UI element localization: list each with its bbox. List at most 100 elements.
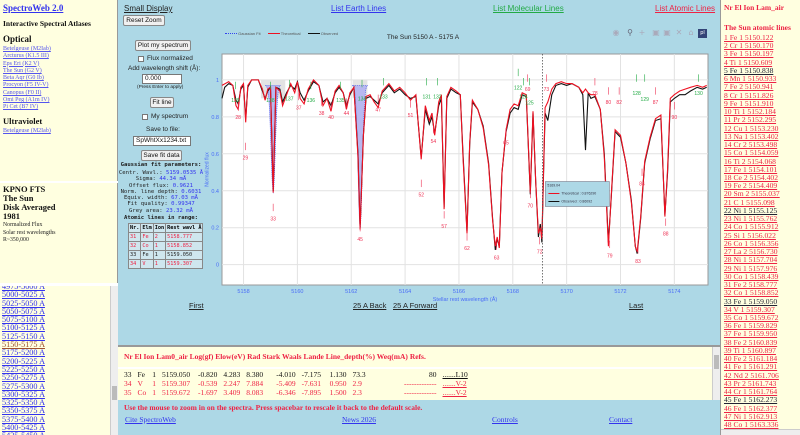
- range-link[interactable]: 5075-5100 A: [2, 315, 45, 325]
- scrollbar-thumb[interactable]: [112, 386, 117, 400]
- table-row[interactable]: 33 Fe 1 5159.050: [127, 250, 204, 260]
- atomic-line-link[interactable]: 37 Fe 1 5159.950: [724, 329, 778, 339]
- atomic-line-link[interactable]: 8 Cr 1 5151.826: [724, 90, 774, 100]
- range-link[interactable]: 5100-5125 A: [2, 323, 45, 333]
- my-spectrum-checkbox[interactable]: [142, 114, 148, 120]
- molecular-line-label[interactable]: 128: [632, 91, 641, 97]
- molecular-line-label[interactable]: 134: [358, 96, 367, 102]
- table-row[interactable]: 33 Fe 1 5159.050 -0.820 4.283 8.380 -4.010 -7.17…: [124, 370, 483, 379]
- atomic-line-label[interactable]: 84: [639, 181, 645, 187]
- reset-zoom-button[interactable]: Reset Zoom: [123, 15, 165, 26]
- atomic-line-link[interactable]: 43 Pr 2 5161.743: [724, 378, 777, 388]
- atomic-line-link[interactable]: 20 Sm 2 5155.037: [724, 189, 780, 199]
- atlas-link[interactable]: Beta Aqr (G0 Ib): [3, 75, 44, 82]
- list-molecular-lines-link[interactable]: List Molecular Lines: [493, 4, 564, 13]
- legend-theoretical[interactable]: Theoretical: [280, 31, 301, 36]
- atomic-line-link[interactable]: 33 Fe 1 5159.050: [724, 296, 778, 306]
- molecular-line-label[interactable]: 124: [519, 95, 528, 101]
- atomic-line-link[interactable]: 14 Cr 2 5153.498: [724, 140, 778, 150]
- atomic-line-link[interactable]: 39 Ti 1 5160.897: [724, 345, 776, 355]
- atomic-line-link[interactable]: 32 Co 1 5158.852: [724, 288, 779, 298]
- atomic-line-link[interactable]: 3 Fe 1 5150.197: [724, 49, 774, 59]
- spectrum-chart[interactable]: 5158 5160 5162 5164 5166 5168 5170 5172 517400.2…: [205, 53, 722, 304]
- molecular-line-label[interactable]: 139: [231, 98, 240, 104]
- zoom-in-icon[interactable]: ▣: [652, 28, 660, 37]
- molecular-line-label[interactable]: 135: [336, 98, 345, 104]
- app-title-link[interactable]: SpectroWeb 2.0: [3, 3, 64, 13]
- pan-icon[interactable]: +: [638, 28, 646, 37]
- range-link[interactable]: 5150-5175 A: [2, 340, 45, 350]
- back-25a-link[interactable]: 25 A Back: [353, 301, 387, 310]
- atomic-line-link[interactable]: 48 Co 1 5163.336: [724, 420, 779, 430]
- range-link[interactable]: 5425-5450 A: [0, 432, 118, 435]
- atomic-line-link[interactable]: 41 Fe 1 5161.291: [724, 362, 778, 372]
- fit-line-button[interactable]: Fit line: [150, 97, 174, 108]
- atomic-line-label[interactable]: 82: [616, 100, 622, 106]
- atomic-line-label[interactable]: 73: [544, 87, 550, 93]
- range-link[interactable]: 5050-5075 A: [2, 306, 45, 316]
- atomic-line-label[interactable]: 57: [441, 224, 447, 230]
- molecular-line-label[interactable]: 130: [694, 91, 703, 97]
- atomic-line-link[interactable]: 42 Nd 2 5161.706: [724, 370, 779, 380]
- range-link[interactable]: 5375-5400 A: [2, 414, 45, 424]
- list-earth-lines-link[interactable]: List Earth Lines: [331, 4, 387, 13]
- range-link[interactable]: 5275-5300 A: [2, 381, 45, 391]
- atomic-line-link[interactable]: 30 Co 1 5158.439: [724, 271, 779, 281]
- atomic-line-link[interactable]: 21 C 1 5155.098: [724, 197, 775, 207]
- atlas-link[interactable]: Betelgeuse (M2Iab): [3, 46, 51, 52]
- range-link[interactable]: 4975-5000 A: [2, 283, 45, 291]
- atomic-line-label[interactable]: 90: [672, 115, 678, 121]
- atomic-line-link[interactable]: 29 Ni 1 5157.976: [724, 263, 778, 273]
- range-link[interactable]: 5175-5200 A: [2, 348, 45, 358]
- atomic-line-link[interactable]: 45 Fe 1 5162.273: [724, 395, 778, 405]
- atomic-line-link[interactable]: 11 Pr 2 5152.295: [724, 115, 777, 125]
- atlas-link[interactable]: Eps Eri (K2 V): [3, 60, 40, 67]
- atomic-line-link[interactable]: 35 Co 1 5159.672: [724, 312, 779, 322]
- atomic-line-link[interactable]: 38 Fe 2 5160.839: [724, 337, 778, 347]
- controls-link[interactable]: Controls: [492, 415, 518, 424]
- table-row[interactable]: 35 Co 1 5159.672 -1.697 3.409 8.083 -6.346 -7.89…: [124, 388, 483, 397]
- range-link[interactable]: 5000-5025 A: [2, 290, 45, 300]
- molecular-line-label[interactable]: 125: [525, 101, 534, 107]
- reference-link[interactable]: .......L10: [442, 370, 468, 379]
- scrollbar-thumb[interactable]: [714, 355, 719, 369]
- wavelength-shift-input[interactable]: 0.000: [142, 74, 182, 84]
- atomic-line-link[interactable]: 9 Fe 1 5151.910: [724, 98, 774, 108]
- plot-my-spectrum-button[interactable]: Plot my spectrum: [135, 40, 191, 51]
- table-row[interactable]: 31 Fe 2 5158.777: [127, 232, 204, 242]
- atomic-line-label[interactable]: 80: [606, 100, 612, 106]
- save-filename-input[interactable]: SpWhtXx1234.txt: [133, 136, 191, 146]
- small-display-link[interactable]: Small Display: [124, 4, 173, 13]
- range-link[interactable]: 5400-5425 A: [2, 423, 45, 433]
- atomic-line-link[interactable]: 2 Cr 1 5150.170: [724, 41, 774, 51]
- atomic-line-link[interactable]: 27 La 2 5156.730: [724, 247, 778, 257]
- atomic-line-link[interactable]: 23 Ni 1 5155.762: [724, 214, 778, 224]
- molecular-line-label[interactable]: 133: [379, 95, 388, 101]
- atomic-line-label[interactable]: 83: [635, 259, 641, 265]
- atomic-line-label[interactable]: 78: [592, 91, 598, 97]
- atomic-line-label[interactable]: 69: [525, 87, 531, 93]
- atlas-link[interactable]: Canopus (F0 II): [3, 89, 42, 96]
- molecular-line-label[interactable]: 132: [433, 95, 442, 101]
- atomic-line-link[interactable]: 26 Co 1 5156.356: [724, 238, 779, 248]
- atomic-line-link[interactable]: 22 Ni 1 5155.125: [724, 205, 778, 215]
- atomic-line-label[interactable]: 33: [270, 216, 276, 222]
- atomic-line-link[interactable]: 36 Fe 1 5159.829: [724, 321, 778, 331]
- atomic-line-link[interactable]: 44 Cr 1 5161.764: [724, 387, 778, 397]
- atomic-line-label[interactable]: 44: [344, 111, 350, 117]
- atomic-line-link[interactable]: 16 Ti 2 5154.068: [724, 156, 776, 166]
- zoom-out-icon[interactable]: ▣: [663, 28, 671, 37]
- atomic-line-label[interactable]: 79: [607, 253, 613, 259]
- zoom-icon[interactable]: ⚲: [627, 28, 633, 37]
- atomic-line-link[interactable]: 40 Fe 2 5161.184: [724, 354, 778, 364]
- atomic-line-label[interactable]: 62: [464, 246, 470, 252]
- range-link[interactable]: 5225-5250 A: [2, 364, 45, 374]
- atomic-line-link[interactable]: 10 Ti 1 5152.184: [724, 107, 776, 117]
- molecular-line-label[interactable]: 129: [641, 97, 650, 103]
- atomic-line-label[interactable]: 63: [494, 255, 500, 261]
- molecular-line-label[interactable]: 136: [307, 98, 316, 104]
- atomic-line-link[interactable]: 19 Fe 2 5154.409: [724, 181, 778, 191]
- molecular-line-label[interactable]: 137: [285, 96, 294, 102]
- range-link[interactable]: 5025-5050 A: [2, 298, 45, 308]
- atomic-line-link[interactable]: 6 Mn 1 5150.933: [724, 74, 777, 84]
